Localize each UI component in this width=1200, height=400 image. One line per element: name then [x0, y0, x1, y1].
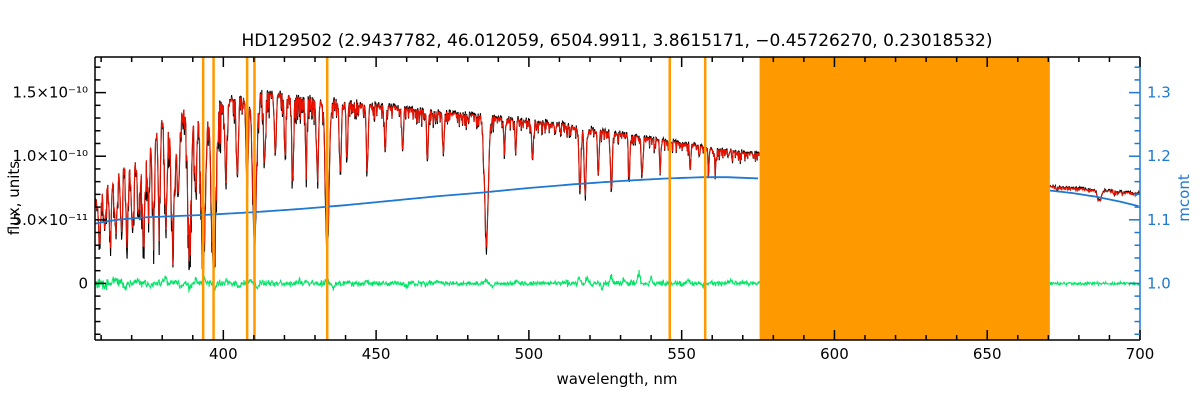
x-tick-label: 650: [973, 345, 1002, 363]
x-tick-label: 500: [515, 345, 544, 363]
x-tick-label: 700: [1126, 345, 1155, 363]
y-left-tick-label: 1.0×10⁻¹⁰: [13, 147, 88, 165]
mask-band: [759, 57, 1050, 340]
x-tick-label: 600: [820, 345, 849, 363]
observed-spectrum-line: [94, 89, 761, 272]
residual-line: [1049, 279, 1140, 288]
residual-line: [94, 269, 761, 293]
y-left-tick-label: 1.5×10⁻¹⁰: [13, 84, 88, 102]
y-right-tick-label: 1.1: [1147, 211, 1171, 229]
y-axis-label-right: mcont: [1175, 174, 1193, 222]
fit-spectrum-line: [1049, 185, 1140, 202]
y-left-tick-label: 0: [78, 274, 88, 292]
continuum-line: [94, 176, 759, 225]
x-axis-label: wavelength, nm: [556, 370, 677, 388]
continuum-line: [1049, 189, 1139, 207]
x-tick-label: 400: [209, 345, 238, 363]
fit-spectrum-line: [94, 92, 761, 267]
y-left-tick-label: 5.0×10⁻¹¹: [13, 211, 88, 229]
y-right-tick-label: 1.3: [1147, 84, 1171, 102]
chart-title: HD129502 (2.9437782, 46.012059, 6504.991…: [242, 31, 993, 51]
x-tick-label: 550: [667, 345, 696, 363]
y-axis-label-left: flux, units: [5, 161, 23, 235]
y-right-tick-label: 1.2: [1147, 147, 1171, 165]
x-tick-label: 450: [362, 345, 391, 363]
y-right-tick-label: 1.0: [1147, 274, 1171, 292]
chart-layers: 400 450 500 550 600 650 700 0 5.0×10⁻¹¹ 1.0×10⁻¹⁰…: [13, 56, 1171, 363]
